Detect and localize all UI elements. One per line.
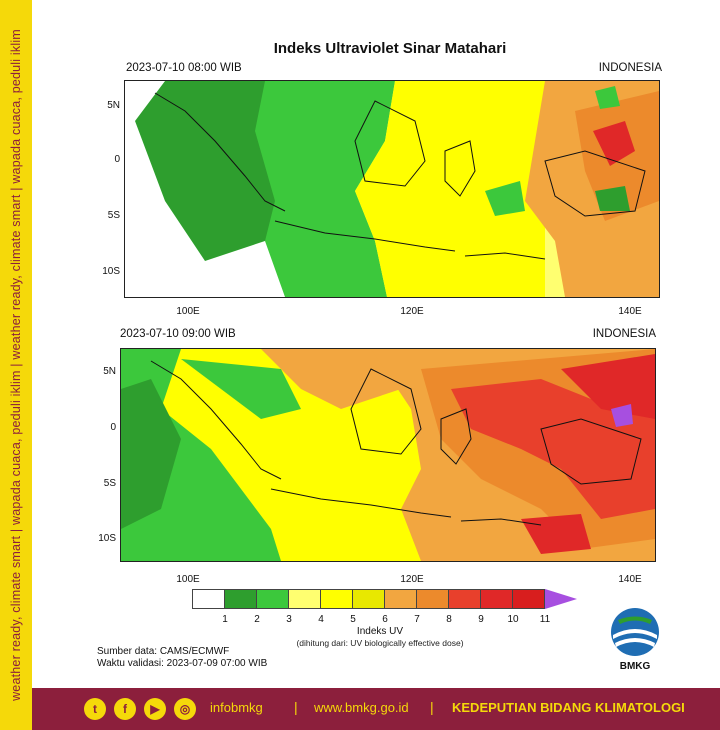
legend-swatch-5 [352, 589, 385, 609]
source-line: Sumber data: CAMS/ECMWF [97, 646, 230, 657]
legend-tick: 8 [446, 614, 452, 625]
panel-time: 2023-07-10 08:00 WIB [126, 62, 242, 74]
bmkg-logo: BMKG [608, 605, 662, 672]
legend-swatch-10 [512, 589, 545, 609]
map-panel-0900: 2023-07-10 09:00 WIB INDONESIA 5N [90, 326, 670, 586]
legend-tick: 2 [254, 614, 260, 625]
legend-tick: 6 [382, 614, 388, 625]
lat-label: 5N [103, 366, 116, 377]
lon-label: 100E [176, 574, 200, 585]
legend-tick: 9 [478, 614, 484, 625]
footer-bar: t f ▶ ◎ infobmkg | www.bmkg.go.id | KEDE… [32, 688, 720, 730]
lat-label: 5S [107, 210, 120, 221]
legend-swatch-3 [288, 589, 321, 609]
validation-line: Waktu validasi: 2023-07-09 07:00 WIB [97, 658, 268, 669]
legend-swatch-1 [224, 589, 257, 609]
footer-separator: | [430, 699, 434, 715]
legend-extend-arrow [545, 589, 577, 609]
lon-label: 100E [176, 306, 200, 317]
legend-tick: 1 [222, 614, 228, 625]
panel-time: 2023-07-10 09:00 WIB [120, 328, 236, 340]
legend-swatch-0 [192, 589, 225, 609]
instagram-icon[interactable]: ◎ [174, 698, 196, 720]
lon-label: 140E [618, 574, 642, 585]
lon-label: 120E [400, 574, 424, 585]
legend-tick: 7 [414, 614, 420, 625]
legend-swatch-9 [480, 589, 513, 609]
legend-swatch-6 [384, 589, 417, 609]
lat-label: 0 [110, 422, 116, 433]
sidebar-strip: weather ready, climate smart | wapada cu… [0, 0, 32, 730]
map-panel-0800: 2023-07-10 08:00 WIB INDONESIA [90, 58, 670, 326]
twitter-icon[interactable]: t [84, 698, 106, 720]
legend-tick: 4 [318, 614, 324, 625]
uv-legend-bar [192, 589, 577, 609]
lat-label: 10S [98, 533, 116, 544]
sidebar-tagline: weather ready, climate smart | wapada cu… [9, 29, 23, 701]
lon-label: 140E [618, 306, 642, 317]
legend-swatch-2 [256, 589, 289, 609]
lat-label: 5N [107, 100, 120, 111]
legend-swatch-7 [416, 589, 449, 609]
page-title: Indeks Ultraviolet Sinar Matahari [273, 40, 507, 57]
facebook-icon[interactable]: f [114, 698, 136, 720]
lat-label: 0 [114, 154, 120, 165]
footer-separator: | [294, 699, 298, 715]
legend-subtitle: (dihitung dari: UV biologically effectiv… [296, 638, 464, 648]
footer-website[interactable]: www.bmkg.go.id [314, 700, 409, 715]
legend-tick: 3 [286, 614, 292, 625]
legend-swatch-8 [448, 589, 481, 609]
legend-title: Indeks UV [356, 626, 404, 637]
uv-map-0800 [124, 80, 660, 298]
youtube-icon[interactable]: ▶ [144, 698, 166, 720]
legend-swatch-4 [320, 589, 353, 609]
lon-label: 120E [400, 306, 424, 317]
lat-label: 10S [102, 266, 120, 277]
footer-handle[interactable]: infobmkg [210, 700, 263, 715]
legend-tick: 5 [350, 614, 356, 625]
footer-department: KEDEPUTIAN BIDANG KLIMATOLOGI [452, 700, 685, 715]
legend-tick: 11 [539, 614, 551, 625]
uv-map-0900 [120, 348, 656, 562]
panel-region: INDONESIA [598, 62, 662, 74]
panel-region: INDONESIA [592, 328, 656, 340]
bmkg-logo-text: BMKG [619, 661, 651, 672]
bmkg-logo-icon [611, 608, 659, 656]
lat-label: 5S [103, 478, 116, 489]
legend-tick: 10 [507, 614, 519, 625]
